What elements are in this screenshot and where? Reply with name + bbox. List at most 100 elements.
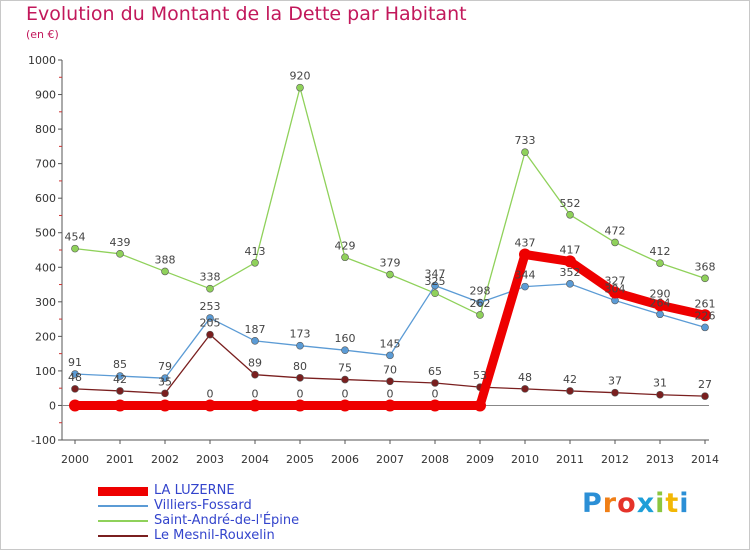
data-label: 344 <box>515 269 536 282</box>
data-label: 205 <box>200 317 221 330</box>
y-tick-label: 900 <box>35 89 56 102</box>
data-point <box>521 282 529 291</box>
y-tick-label: 700 <box>35 158 56 171</box>
data-label: 472 <box>605 224 626 237</box>
data-label: 48 <box>68 371 82 384</box>
data-point <box>656 310 664 319</box>
data-point <box>701 274 709 283</box>
data-label: 48 <box>518 371 532 384</box>
chart-unit-label: (en €) <box>26 28 59 41</box>
y-tick-label: 800 <box>35 123 56 136</box>
data-point <box>429 399 441 412</box>
x-tick-label: 2001 <box>106 453 134 466</box>
data-label: 79 <box>158 360 172 373</box>
data-point <box>251 337 259 345</box>
legend-swatch <box>98 535 148 537</box>
data-label: 0 <box>432 387 439 400</box>
data-point <box>566 280 574 288</box>
data-point <box>701 323 709 332</box>
chart-legend: LA LUZERNE Villiers-Fossard Saint-André-de… <box>98 483 418 548</box>
x-tick-label: 2011 <box>556 453 584 466</box>
data-point <box>699 309 711 322</box>
data-point <box>609 286 621 299</box>
data-point <box>566 210 574 219</box>
data-point <box>611 388 619 397</box>
logo-letter: t <box>665 488 680 519</box>
y-tick-label: 500 <box>35 227 56 240</box>
data-label: 262 <box>470 297 491 310</box>
data-label: 75 <box>338 362 352 375</box>
y-tick-label: 100 <box>35 365 56 378</box>
legend-label: LA LUZERNE <box>154 483 235 498</box>
data-label: 264 <box>650 296 671 309</box>
data-label: 70 <box>383 363 397 376</box>
data-point <box>654 299 666 312</box>
logo-letter: i <box>679 488 690 519</box>
data-point <box>249 399 261 412</box>
data-point <box>116 387 124 395</box>
x-tick-label: 2014 <box>691 453 719 466</box>
data-point <box>386 351 394 360</box>
legend-swatch <box>98 520 148 522</box>
data-point <box>384 399 396 412</box>
data-label: 920 <box>290 70 311 83</box>
data-point <box>431 289 439 297</box>
data-point <box>476 298 484 307</box>
data-point <box>114 399 126 412</box>
logo-letter: P <box>582 488 603 519</box>
logo-letter: o <box>617 488 637 519</box>
data-label: 352 <box>560 266 581 279</box>
data-label: 0 <box>387 387 394 400</box>
data-point <box>69 399 81 412</box>
y-tick-label: 200 <box>35 330 56 343</box>
data-label: 379 <box>380 257 401 270</box>
legend-swatch <box>98 505 148 507</box>
data-label: 325 <box>425 275 446 288</box>
logo-letter: x <box>636 488 656 519</box>
data-point <box>296 83 304 92</box>
data-label: 89 <box>248 357 262 370</box>
data-point <box>116 250 124 258</box>
data-label: 0 <box>207 387 214 400</box>
data-point <box>71 370 79 378</box>
data-point <box>521 148 529 157</box>
data-label: 187 <box>245 323 266 336</box>
data-label: 454 <box>65 231 86 244</box>
data-point <box>476 311 484 319</box>
data-label: 338 <box>200 271 221 284</box>
legend-item: LA LUZERNE <box>98 483 418 498</box>
data-point <box>341 346 349 354</box>
data-point <box>294 399 306 412</box>
legend-swatch <box>98 487 148 496</box>
data-label: 439 <box>110 236 131 249</box>
data-label: 552 <box>560 197 581 210</box>
data-point <box>474 399 486 412</box>
data-point <box>519 248 531 261</box>
data-label: 388 <box>155 253 176 266</box>
x-tick-label: 2004 <box>241 453 269 466</box>
data-label: 298 <box>470 285 491 298</box>
data-point <box>296 341 304 350</box>
data-point <box>701 392 709 400</box>
data-label: 417 <box>560 243 581 256</box>
data-label: 0 <box>297 387 304 400</box>
data-point <box>296 374 304 382</box>
data-point <box>339 399 351 412</box>
data-point <box>251 258 259 267</box>
y-tick-label: -100 <box>31 434 56 447</box>
data-point <box>251 370 259 379</box>
legend-item: Villiers-Fossard <box>98 498 418 513</box>
data-label: 31 <box>653 377 667 390</box>
data-point <box>159 399 171 412</box>
data-point <box>341 253 349 262</box>
x-tick-label: 2005 <box>286 453 314 466</box>
data-label: 37 <box>608 375 622 388</box>
data-label: 290 <box>650 287 671 300</box>
data-point <box>206 330 214 339</box>
legend-label: Saint-André-de-l'Épine <box>154 513 300 528</box>
data-point <box>341 375 349 384</box>
data-label: 42 <box>113 373 127 386</box>
data-label: 91 <box>68 356 82 369</box>
